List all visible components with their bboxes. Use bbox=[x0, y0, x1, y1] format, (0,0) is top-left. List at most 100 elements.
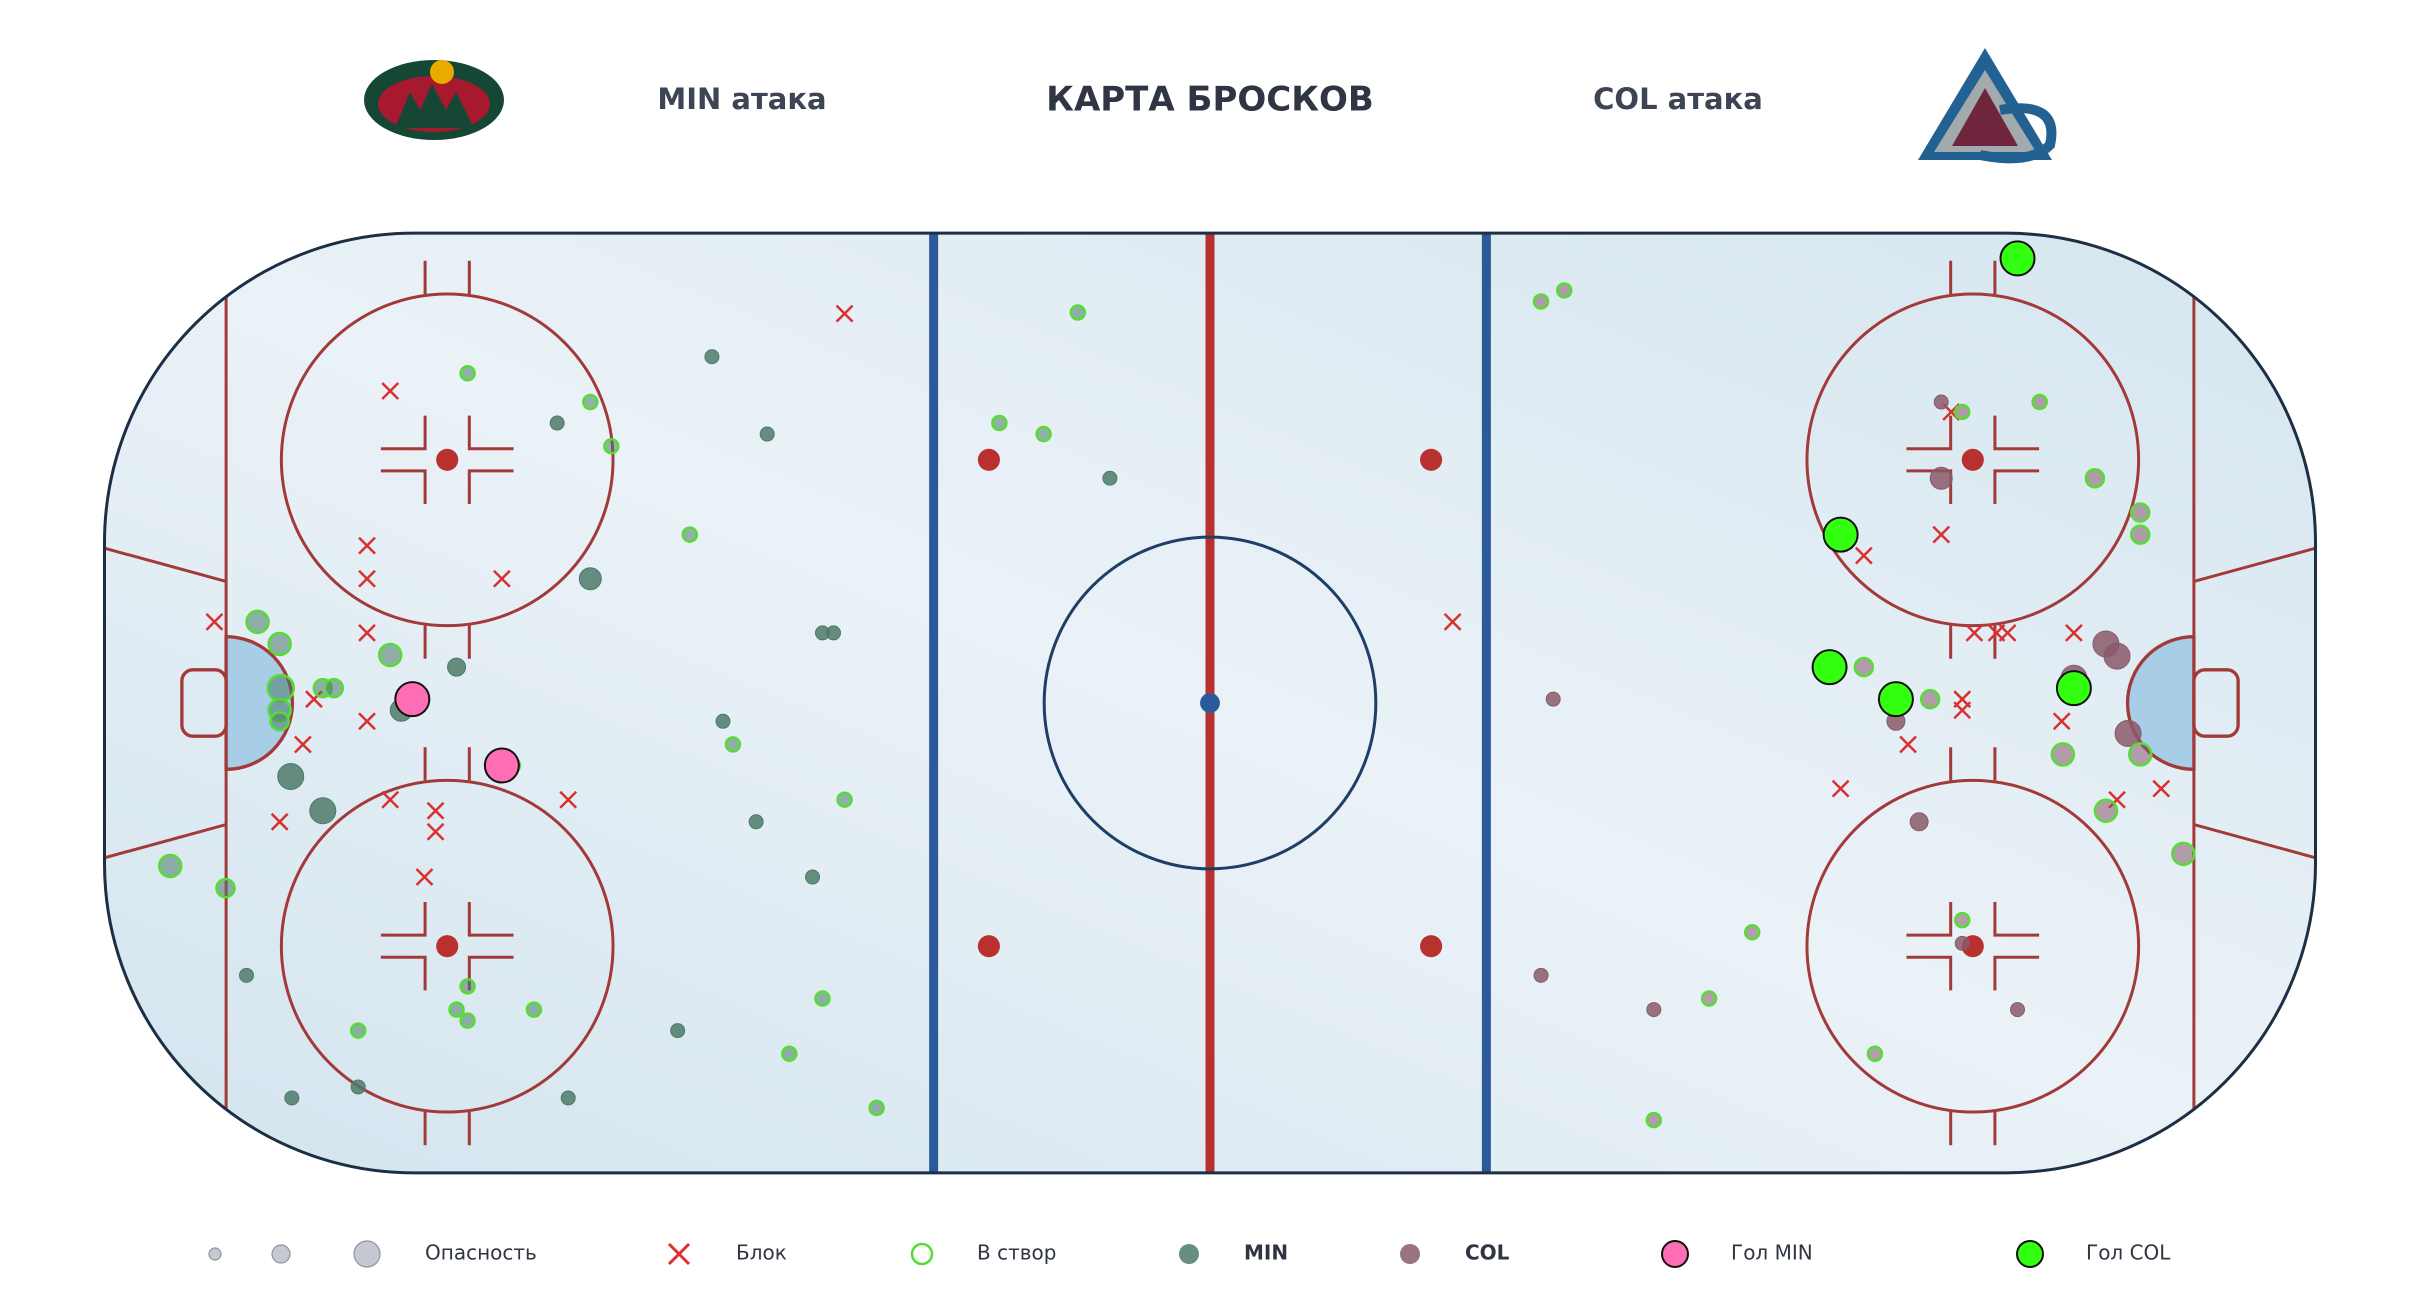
legend-swatch bbox=[1179, 1244, 1199, 1264]
legend-swatch bbox=[1661, 1240, 1689, 1268]
goal-mark bbox=[483, 747, 520, 784]
shot-mark bbox=[2114, 719, 2142, 747]
shot-mark bbox=[1853, 656, 1875, 678]
shot-mark bbox=[1954, 935, 1970, 951]
shot-mark bbox=[459, 365, 476, 382]
block-mark bbox=[415, 868, 434, 886]
block-mark bbox=[2052, 712, 2071, 731]
block-mark bbox=[358, 536, 376, 555]
goal-mark bbox=[1811, 649, 1848, 686]
shot-mark bbox=[991, 414, 1008, 432]
legend-swatch bbox=[667, 1242, 691, 1266]
shot-mark bbox=[1545, 691, 1561, 707]
shot-mark bbox=[277, 763, 305, 791]
shot-mark bbox=[1646, 1002, 1662, 1018]
block-mark bbox=[835, 304, 854, 323]
size-legend-swatch bbox=[208, 1247, 222, 1261]
shot-mark bbox=[826, 625, 842, 641]
block-mark bbox=[2065, 624, 2083, 642]
shot-mark bbox=[323, 677, 345, 699]
legend-label: В створ bbox=[977, 1241, 1056, 1265]
shot-mark bbox=[157, 853, 183, 879]
rink bbox=[104, 233, 2315, 1283]
shot-mark bbox=[1069, 304, 1087, 321]
block-mark bbox=[1854, 546, 1873, 565]
shot-mark bbox=[704, 349, 720, 365]
shot-mark bbox=[309, 797, 337, 825]
shot-mark bbox=[266, 673, 296, 703]
block-mark bbox=[426, 822, 445, 841]
legend-swatch bbox=[2016, 1240, 2044, 1268]
block-mark bbox=[426, 801, 445, 820]
shot-mark bbox=[2031, 393, 2048, 411]
shot-mark bbox=[1035, 425, 1052, 443]
shot-mark bbox=[1532, 293, 1550, 310]
shot-mark bbox=[549, 415, 565, 431]
shot-mark bbox=[350, 1079, 366, 1095]
title: КАРТА БРОСКОВ bbox=[1046, 80, 1374, 120]
shot-mark bbox=[1909, 812, 1929, 832]
col-logo bbox=[1918, 48, 2057, 164]
shot-mark bbox=[1953, 911, 1971, 929]
shot-mark bbox=[759, 426, 775, 442]
shot-mark bbox=[1866, 1045, 1884, 1063]
legend-label: Гол MIN bbox=[1731, 1241, 1813, 1265]
block-mark bbox=[1831, 779, 1850, 798]
block-mark bbox=[205, 612, 224, 631]
shot-mark bbox=[239, 967, 255, 983]
shot-mark bbox=[1743, 924, 1761, 941]
shot-mark bbox=[245, 609, 270, 635]
shot-mark bbox=[805, 869, 821, 885]
shot-mark bbox=[836, 791, 853, 808]
shot-mark bbox=[1102, 470, 1118, 486]
legend-label: COL bbox=[1465, 1241, 1510, 1265]
block-mark bbox=[1899, 735, 1917, 754]
goal-mark bbox=[1999, 240, 2036, 277]
right-label: COL атака bbox=[1593, 82, 1763, 116]
shot-mark bbox=[2010, 1002, 2026, 1018]
shot-mark bbox=[2129, 502, 2151, 523]
legend-swatch bbox=[1400, 1244, 1420, 1264]
shot-mark bbox=[1919, 688, 1941, 710]
shot-mark bbox=[1933, 394, 1949, 410]
block-mark bbox=[294, 735, 312, 754]
goal-mark bbox=[1822, 516, 1859, 553]
shot-mark bbox=[681, 526, 699, 543]
shot-mark bbox=[1645, 1111, 1663, 1129]
block-mark bbox=[1443, 612, 1462, 631]
block-mark bbox=[559, 790, 578, 809]
shot-mark bbox=[459, 1012, 476, 1029]
shot-mark bbox=[448, 1001, 465, 1018]
block-mark bbox=[381, 382, 400, 400]
shot-mark bbox=[269, 711, 290, 732]
block-mark bbox=[270, 812, 289, 831]
goal-mark bbox=[1877, 681, 1914, 718]
shot-mark bbox=[215, 877, 236, 899]
left-label: MIN атака bbox=[657, 82, 826, 116]
shot-mark bbox=[670, 1023, 686, 1039]
shot-mark bbox=[582, 393, 599, 411]
shot-mark bbox=[2050, 742, 2076, 767]
size-legend-swatch bbox=[353, 1240, 381, 1268]
shot-mark bbox=[1953, 403, 1971, 421]
shot-mark bbox=[447, 657, 467, 677]
shot-mark bbox=[2129, 524, 2151, 545]
shot-mark bbox=[267, 631, 292, 657]
shot-mark bbox=[603, 437, 620, 455]
block-mark bbox=[1998, 624, 2017, 642]
shot-mark bbox=[781, 1045, 798, 1063]
legend-label: Блок bbox=[736, 1241, 787, 1265]
shot-mark bbox=[1533, 967, 1549, 983]
shot-mark bbox=[724, 736, 742, 753]
shot-mark bbox=[284, 1090, 300, 1106]
block-mark bbox=[1965, 624, 1984, 642]
block-mark bbox=[2152, 779, 2171, 798]
legend-label: Гол COL bbox=[2086, 1241, 2171, 1265]
min-logo bbox=[364, 60, 504, 140]
shot-mark bbox=[748, 814, 764, 830]
block-mark bbox=[358, 569, 376, 588]
legend-label: Опасность bbox=[425, 1241, 537, 1265]
shot-mark bbox=[814, 990, 831, 1007]
shot-mark bbox=[2084, 467, 2106, 489]
